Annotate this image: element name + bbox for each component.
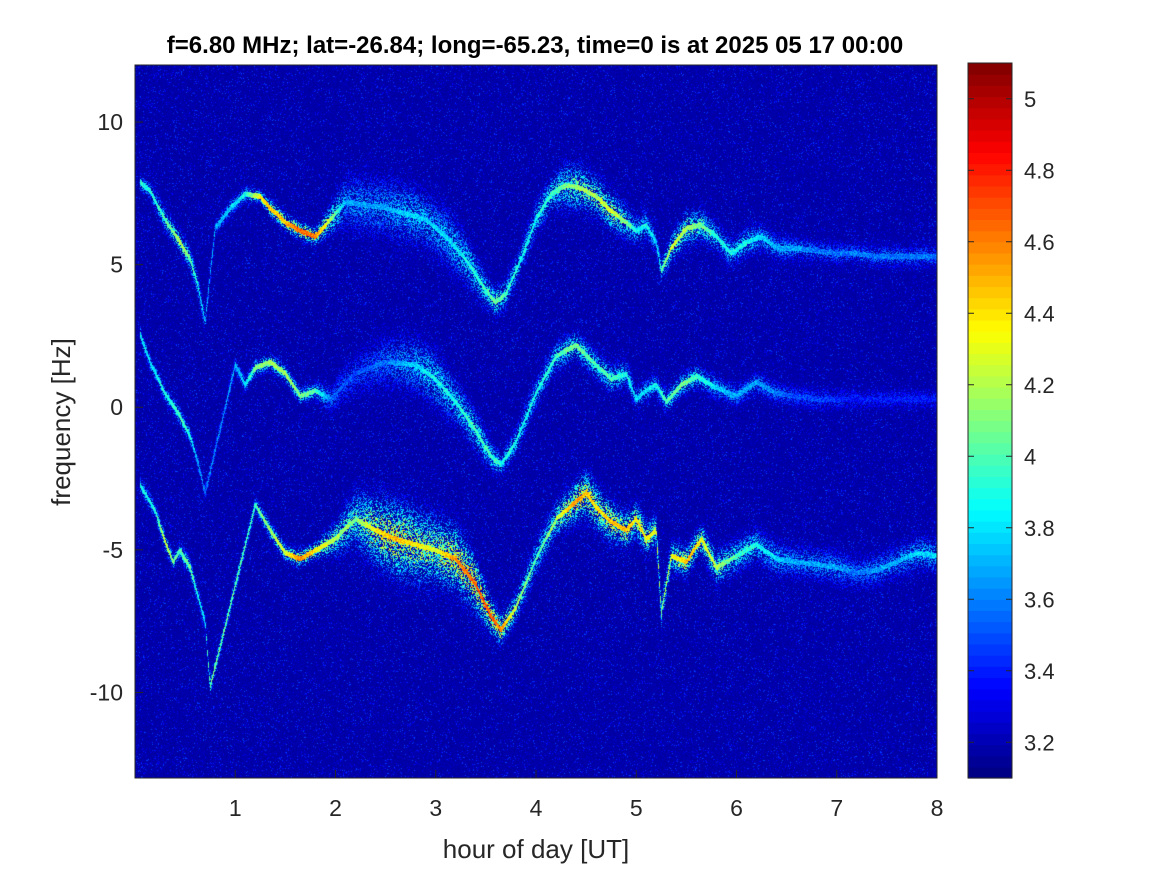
y-tick-label: 5 — [110, 252, 123, 278]
colorbar-tick-label: 3.4 — [1024, 659, 1055, 684]
colorbar-band — [968, 230, 1012, 243]
colorbar-band — [968, 733, 1012, 746]
colorbar-band — [968, 722, 1012, 734]
colorbar-band — [968, 710, 1012, 723]
colorbar-band — [968, 521, 1012, 533]
colorbar-tick-label: 4.2 — [1024, 373, 1055, 398]
colorbar-band — [968, 677, 1012, 690]
colorbar-band — [968, 643, 1012, 656]
colorbar-band — [968, 152, 1012, 165]
colorbar-tick-label: 5 — [1024, 87, 1036, 112]
colorbar-band — [968, 543, 1012, 556]
colorbar-band — [968, 420, 1012, 433]
plot-area — [134, 64, 938, 779]
colorbar-band — [968, 409, 1012, 422]
colorbar-band — [968, 487, 1012, 500]
colorbar-band — [968, 331, 1012, 343]
colorbar-band — [968, 699, 1012, 712]
colorbar-tick-label: 3.2 — [1024, 730, 1055, 755]
colorbar-band — [968, 364, 1012, 377]
colorbar-band — [968, 297, 1012, 310]
colorbar-band — [968, 532, 1012, 544]
colorbar-band — [968, 755, 1012, 768]
colorbar-band — [968, 476, 1012, 489]
colorbar-band — [968, 588, 1012, 600]
colorbar-band — [968, 375, 1012, 388]
colorbar-band — [968, 163, 1012, 176]
colorbar-band — [968, 185, 1012, 198]
colorbar-band — [968, 621, 1012, 634]
y-tick-label: -10 — [90, 679, 123, 705]
x-tick-label: 3 — [429, 795, 442, 821]
y-axis-label: frequency [Hz] — [46, 338, 76, 506]
y-tick-label: -5 — [103, 537, 123, 563]
colorbar-band — [968, 454, 1012, 466]
colorbar-tick-label: 3.6 — [1024, 587, 1055, 612]
y-axis: 10 5 0 -5 -10 — [90, 109, 143, 705]
colorbar-band — [968, 130, 1012, 142]
colorbar-band — [968, 219, 1012, 232]
colorbar-band — [968, 241, 1012, 254]
colorbar-band — [968, 252, 1012, 265]
colorbar-band — [968, 655, 1012, 667]
colorbar-band — [968, 666, 1012, 679]
x-tick-label: 2 — [329, 795, 342, 821]
x-tick-label: 1 — [229, 795, 242, 821]
colorbar-band — [968, 107, 1012, 120]
colorbar-band — [968, 610, 1012, 623]
colorbar-band — [968, 208, 1012, 221]
colorbar-band — [968, 632, 1012, 645]
colorbar-band — [968, 85, 1012, 98]
colorbar-tick-label: 4.4 — [1024, 301, 1055, 326]
colorbar-band — [968, 74, 1012, 86]
x-tick-label: 4 — [530, 795, 543, 821]
chart-title: f=6.80 MHz; lat=-26.84; long=-65.23, tim… — [167, 32, 903, 59]
colorbar-tick-label: 4.6 — [1024, 230, 1055, 255]
x-tick-label: 7 — [830, 795, 843, 821]
colorbar-ticks: 5 4.8 4.6 4.4 4.2 4 3.8 3.6 3.4 3.2 — [968, 87, 1055, 755]
colorbar-band — [968, 141, 1012, 153]
y-tick-label: 10 — [97, 109, 123, 135]
colorbar-band — [968, 465, 1012, 477]
colorbar-band — [968, 386, 1012, 399]
colorbar-band — [968, 308, 1012, 321]
colorbar-gradient — [968, 63, 1012, 779]
heatmap-image — [135, 65, 937, 778]
colorbar-frame — [967, 62, 1013, 779]
colorbar-band — [968, 498, 1012, 511]
colorbar-band — [968, 744, 1012, 757]
colorbar-band — [968, 565, 1012, 578]
colorbar-band — [968, 442, 1012, 455]
colorbar-band — [968, 174, 1012, 187]
colorbar-band — [968, 554, 1012, 567]
colorbar-band — [968, 319, 1012, 332]
colorbar-band — [968, 63, 1012, 75]
colorbar-band — [968, 342, 1012, 355]
colorbar-band — [968, 353, 1012, 366]
colorbar-band — [968, 286, 1012, 299]
colorbar-tick-label: 4.8 — [1024, 158, 1055, 183]
colorbar-band — [968, 96, 1012, 109]
x-tick-label: 5 — [630, 795, 643, 821]
colorbar-band — [968, 398, 1012, 410]
colorbar-band — [968, 431, 1012, 444]
colorbar-band — [968, 599, 1012, 612]
colorbar-band — [968, 688, 1012, 701]
colorbar-tick-label: 4 — [1024, 444, 1036, 469]
colorbar-band — [968, 766, 1012, 779]
colorbar-tick-label: 3.8 — [1024, 516, 1055, 541]
colorbar-band — [968, 118, 1012, 131]
x-axis-label: hour of day [UT] — [443, 834, 629, 864]
colorbar-band — [968, 275, 1012, 288]
x-tick-label: 6 — [730, 795, 743, 821]
colorbar-band — [968, 509, 1012, 522]
colorbar-band — [968, 264, 1012, 276]
colorbar-band — [968, 197, 1012, 209]
x-tick-label: 8 — [931, 795, 944, 821]
colorbar: 5 4.8 4.6 4.4 4.2 4 3.8 3.6 3.4 3.2 — [967, 62, 1055, 779]
x-axis: 1 2 3 4 5 6 7 8 — [229, 770, 944, 821]
colorbar-band — [968, 576, 1012, 589]
y-tick-label: 0 — [110, 394, 123, 420]
